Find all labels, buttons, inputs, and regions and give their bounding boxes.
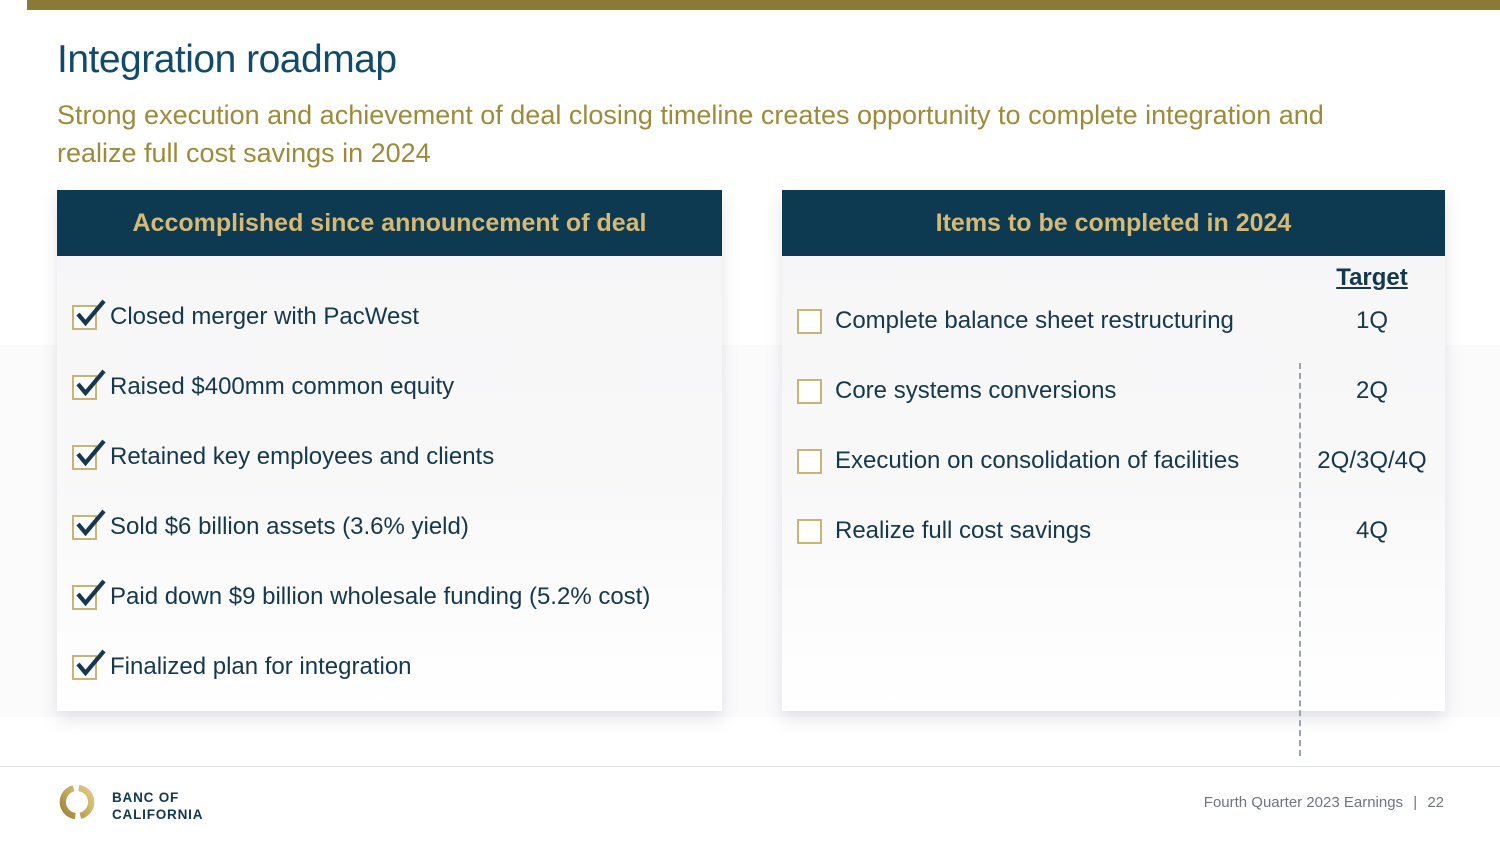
- item-label: Retained key employees and clients: [110, 443, 495, 470]
- brand-name-line2: CALIFORNIA: [112, 807, 204, 822]
- brand-name: BANC OF CALIFORNIA: [112, 789, 203, 823]
- top-accent-bar: [27, 0, 1500, 10]
- target-header-row: Target: [782, 264, 1445, 291]
- item-label: Closed merger with PacWest: [110, 303, 419, 330]
- page-number: 22: [1427, 794, 1444, 811]
- accomplished-panel: Accomplished since announcement of deal …: [57, 190, 722, 711]
- item-label: Raised $400mm common equity: [110, 373, 455, 400]
- checklist-item: Finalized plan for integration: [57, 632, 722, 702]
- target-value: 2Q: [1355, 377, 1388, 404]
- checklist-item: Raised $400mm common equity: [57, 352, 722, 422]
- checked-checkbox-icon: [72, 649, 106, 680]
- brand-name-line1: BANC OF: [112, 790, 180, 805]
- brand-logo-ring-icon: [59, 784, 95, 820]
- footer-separator: |: [1413, 794, 1418, 811]
- accomplished-panel-header: Accomplished since announcement of deal: [57, 190, 722, 256]
- checked-checkbox-icon: [72, 299, 106, 330]
- checked-checkbox-icon: [72, 509, 106, 540]
- checklist-item: Core systems conversions 2Q: [782, 356, 1445, 426]
- unchecked-checkbox-icon: [797, 448, 822, 474]
- target-value: 4Q: [1355, 517, 1388, 544]
- checked-checkbox-icon: [72, 579, 106, 610]
- checklist-item: Execution on consolidation of facilities…: [782, 426, 1445, 496]
- checklist-item: Retained key employees and clients: [57, 422, 722, 492]
- checklist-item: Closed merger with PacWest: [57, 282, 722, 352]
- checklist-item: Complete balance sheet restructuring 1Q: [782, 286, 1445, 356]
- target-value: 1Q: [1355, 307, 1388, 334]
- todo-panel-header: Items to be completed in 2024: [782, 190, 1445, 256]
- checklist-item: Realize full cost savings 4Q: [782, 496, 1445, 566]
- item-label: Paid down $9 billion wholesale funding (…: [110, 583, 651, 610]
- page-title: Integration roadmap: [57, 38, 397, 81]
- footer-divider: [0, 766, 1500, 767]
- accomplished-checklist: Closed merger with PacWest Raised $400mm…: [57, 256, 722, 702]
- todo-panel: Items to be completed in 2024 Target Com…: [782, 190, 1445, 756]
- checklist-item: Sold $6 billion assets (3.6% yield): [57, 492, 722, 562]
- unchecked-checkbox-icon: [797, 518, 822, 544]
- item-label: Realize full cost savings: [835, 517, 1092, 544]
- page-subtitle: Strong execution and achievement of deal…: [57, 100, 1324, 168]
- unchecked-checkbox-icon: [797, 308, 822, 334]
- footer-page-label: Fourth Quarter 2023 Earnings | 22: [1204, 794, 1444, 811]
- item-label: Core systems conversions: [835, 377, 1117, 404]
- checklist-item: Paid down $9 billion wholesale funding (…: [57, 562, 722, 632]
- item-label: Complete balance sheet restructuring: [835, 307, 1234, 334]
- earnings-label: Fourth Quarter 2023 Earnings: [1203, 794, 1404, 811]
- unchecked-checkbox-icon: [797, 378, 822, 404]
- target-value: 2Q/3Q/4Q: [1317, 447, 1427, 474]
- todo-checklist: Target Complete balance sheet restructur…: [782, 256, 1445, 756]
- item-label: Sold $6 billion assets (3.6% yield): [110, 513, 469, 540]
- target-column-divider: [1299, 363, 1301, 756]
- checked-checkbox-icon: [72, 439, 106, 470]
- checked-checkbox-icon: [72, 369, 106, 400]
- target-column-header: Target: [1336, 264, 1408, 291]
- item-label: Finalized plan for integration: [110, 653, 412, 680]
- item-label: Execution on consolidation of facilities: [835, 447, 1240, 474]
